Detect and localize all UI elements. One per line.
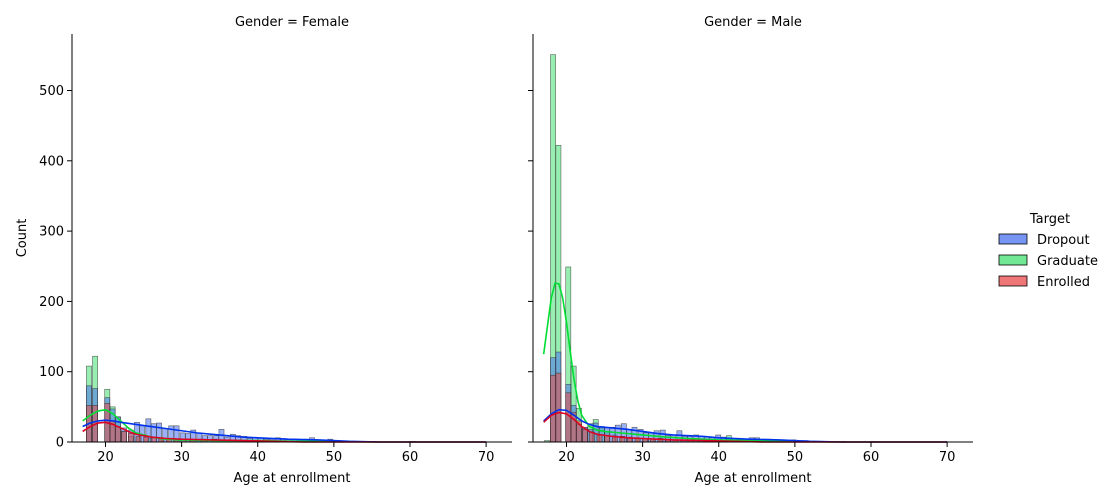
legend-label-dropout: Dropout (1037, 233, 1090, 248)
x-tick-label: 50 (326, 450, 343, 465)
x-tick-label: 40 (249, 450, 266, 465)
kde-line-enrolled (543, 411, 948, 443)
kde-lines-male (542, 282, 948, 443)
x-axis-label-female: Age at enrollment (234, 471, 351, 486)
legend-label-enrolled: Enrolled (1037, 275, 1090, 290)
kde-line-graduate (542, 282, 948, 443)
kde-lines-female (82, 408, 487, 443)
legend-title: Target (1029, 212, 1070, 227)
bar-enrolled-5 (121, 431, 127, 443)
panel-title-female: Gender = Female (235, 15, 349, 30)
bar-enrolled-4 (115, 426, 121, 443)
x-tick-label: 70 (478, 450, 495, 465)
kde-line-enrolled (82, 421, 487, 443)
bar-enrolled-9 (611, 436, 618, 443)
legend-entries: Dropout Graduate Enrolled (998, 233, 1098, 290)
x-tick-label: 20 (558, 450, 575, 465)
kde-line-dropout (82, 419, 487, 443)
bars-male (544, 54, 877, 443)
bar-enrolled-6 (128, 433, 134, 443)
y-axis-label: Count (15, 219, 30, 258)
bar-enrolled-1 (555, 372, 562, 443)
x-ticks-male: 20 30 40 50 60 70 (558, 442, 955, 465)
x-tick-label: 70 (939, 450, 956, 465)
panel-female: Gender = Female 20 30 40 50 60 70 0 100 200 300 4… (15, 15, 512, 486)
bar-enrolled-8 (143, 436, 149, 443)
x-ticks-female: 20 30 40 50 60 70 (97, 442, 494, 465)
x-axis-label-male: Age at enrollment (695, 471, 812, 486)
bar-enrolled-7 (596, 434, 603, 443)
y-tick-label: 300 (39, 225, 64, 240)
legend-label-graduate: Graduate (1037, 254, 1098, 269)
y-ticks-female: 0 100 200 300 400 500 (39, 84, 72, 451)
bar-enrolled-5 (582, 429, 588, 443)
x-tick-label: 30 (173, 450, 190, 465)
bar-enrolled-7 (135, 436, 142, 443)
x-tick-label: 40 (710, 450, 727, 465)
bars-female (86, 355, 416, 443)
legend-swatch-dropout (998, 233, 1028, 245)
y-tick-label: 500 (39, 84, 64, 99)
x-tick-label: 50 (787, 450, 804, 465)
x-tick-label: 60 (402, 450, 419, 465)
panel-title-male: Gender = Male (704, 15, 802, 30)
y-tick-label: 400 (39, 154, 64, 169)
y-ticks-male (528, 90, 533, 443)
y-tick-label: 200 (39, 295, 64, 310)
panel-male: Gender = Male 20 30 40 50 60 70 Age at enroll… (528, 15, 973, 486)
legend-swatch-enrolled (998, 275, 1028, 287)
kde-line-dropout (543, 408, 948, 443)
y-tick-label: 0 (56, 436, 64, 451)
legend: Target Dropout Graduate Enrolled (998, 212, 1098, 290)
x-tick-label: 20 (97, 450, 114, 465)
y-tick-label: 100 (39, 365, 64, 380)
x-tick-label: 60 (863, 450, 880, 465)
x-tick-label: 30 (634, 450, 651, 465)
legend-swatch-graduate (998, 254, 1028, 266)
bar-enrolled-0 (550, 374, 556, 443)
